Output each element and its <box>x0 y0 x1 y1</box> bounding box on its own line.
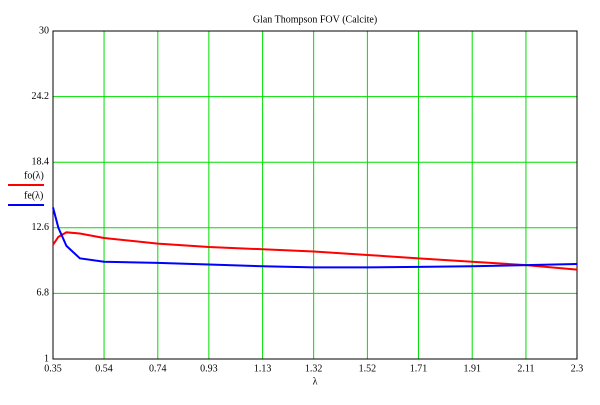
y-tick-label: 6.8 <box>37 288 50 299</box>
x-axis-label: λ <box>313 376 318 387</box>
x-tick-label: 1.52 <box>359 363 377 374</box>
series-line <box>52 231 578 271</box>
legend-label: fo(λ) <box>24 170 44 181</box>
y-tick-label: 1 <box>44 353 49 364</box>
legend-label: fe(λ) <box>24 190 43 201</box>
y-tick-label: 12.6 <box>32 222 50 233</box>
x-tick-label: 0.35 <box>44 363 62 374</box>
x-tick-label: 1.91 <box>463 363 481 374</box>
x-tick-label: 1.32 <box>305 363 323 374</box>
y-tick-label: 30 <box>39 25 49 36</box>
x-tick-label: 0.93 <box>200 363 218 374</box>
y-tick-label: 18.4 <box>32 156 50 167</box>
series-line <box>52 207 578 269</box>
x-tick-label: 0.54 <box>95 363 113 374</box>
y-tick-label: 24.2 <box>32 91 50 102</box>
x-tick-label: 1.13 <box>254 363 272 374</box>
x-tick-label: 0.74 <box>149 363 167 374</box>
x-tick-label: 2.11 <box>517 363 534 374</box>
plot-frame <box>52 30 578 360</box>
chart-title: Glan Thompson FOV (Calcite) <box>253 14 377 25</box>
x-tick-label: 2.3 <box>571 363 584 374</box>
x-tick-label: 1.71 <box>410 363 428 374</box>
